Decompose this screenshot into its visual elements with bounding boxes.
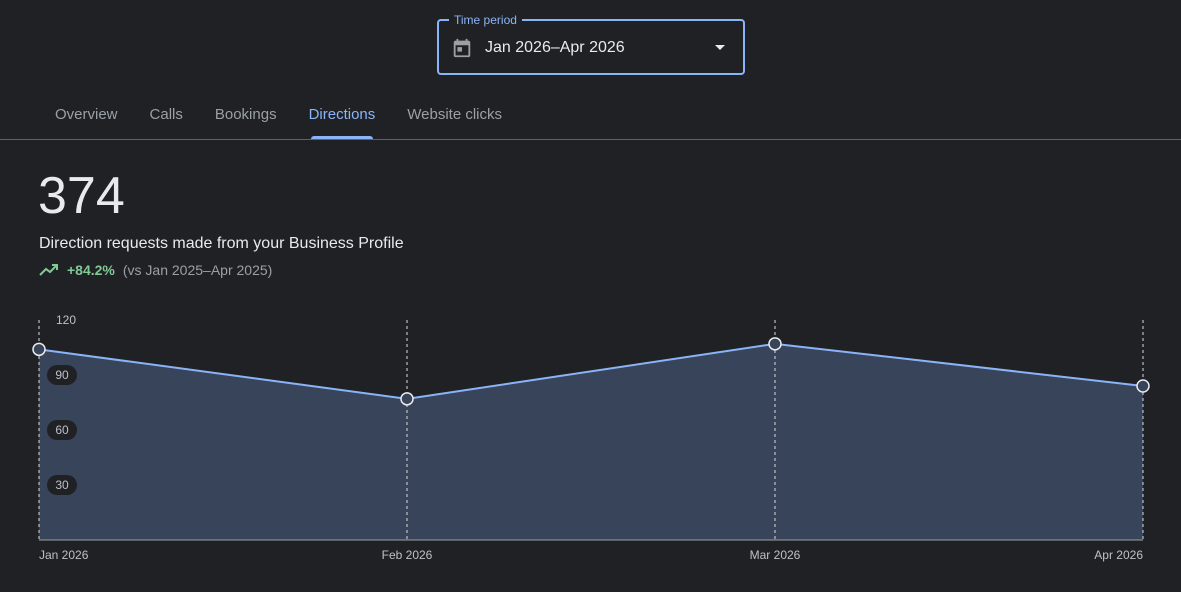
y-tick-pill	[47, 475, 77, 495]
time-period-selector[interactable]: Time period Jan 2026–Apr 2026	[437, 12, 745, 75]
data-point	[1136, 379, 1150, 393]
y-tick-label: 60	[55, 423, 69, 437]
time-period-value: Jan 2026–Apr 2026	[485, 39, 625, 56]
tab-divider	[0, 139, 1181, 140]
tab-overview[interactable]: Overview	[55, 106, 118, 123]
y-tick-label: 90	[55, 368, 69, 382]
trending-up-icon	[39, 264, 58, 276]
x-tick-label: Jan 2026	[39, 548, 89, 562]
data-point	[400, 392, 414, 406]
y-tick-pill	[47, 365, 77, 385]
tab-website-clicks[interactable]: Website clicks	[407, 106, 503, 123]
directions-chart: 30 60 90 120 Jan 2026 Feb 2026 Mar 2026 Apr 202…	[32, 313, 1150, 562]
trend-change: +84.2%	[67, 262, 115, 278]
tab-calls[interactable]: Calls	[149, 106, 183, 123]
series-line	[38, 342, 1144, 400]
trend-row: +84.2% (vs Jan 2025–Apr 2025)	[39, 261, 272, 279]
tab-bar: Overview Calls Bookings Directions Websi…	[39, 96, 518, 139]
total-directions: 374	[38, 167, 125, 225]
tab-bookings[interactable]: Bookings	[214, 106, 277, 123]
x-tick-label: Feb 2026	[382, 548, 433, 562]
y-tick-pill	[47, 420, 77, 440]
calendar-icon	[453, 38, 471, 58]
data-point	[32, 342, 46, 357]
dropdown-caret-icon[interactable]	[715, 45, 725, 50]
trend-comparison: (vs Jan 2025–Apr 2025)	[122, 262, 273, 278]
x-tick-label: Apr 2026	[1094, 548, 1143, 562]
x-tick-label: Mar 2026	[750, 548, 801, 562]
time-period-label: Time period	[449, 12, 522, 28]
y-tick-label: 120	[56, 313, 76, 327]
metric-description: Direction requests made from your Busine…	[39, 235, 404, 252]
tab-directions[interactable]: Directions	[293, 96, 392, 139]
data-point	[768, 337, 782, 351]
area-fill	[39, 343, 1143, 540]
y-tick-label: 30	[55, 478, 69, 492]
